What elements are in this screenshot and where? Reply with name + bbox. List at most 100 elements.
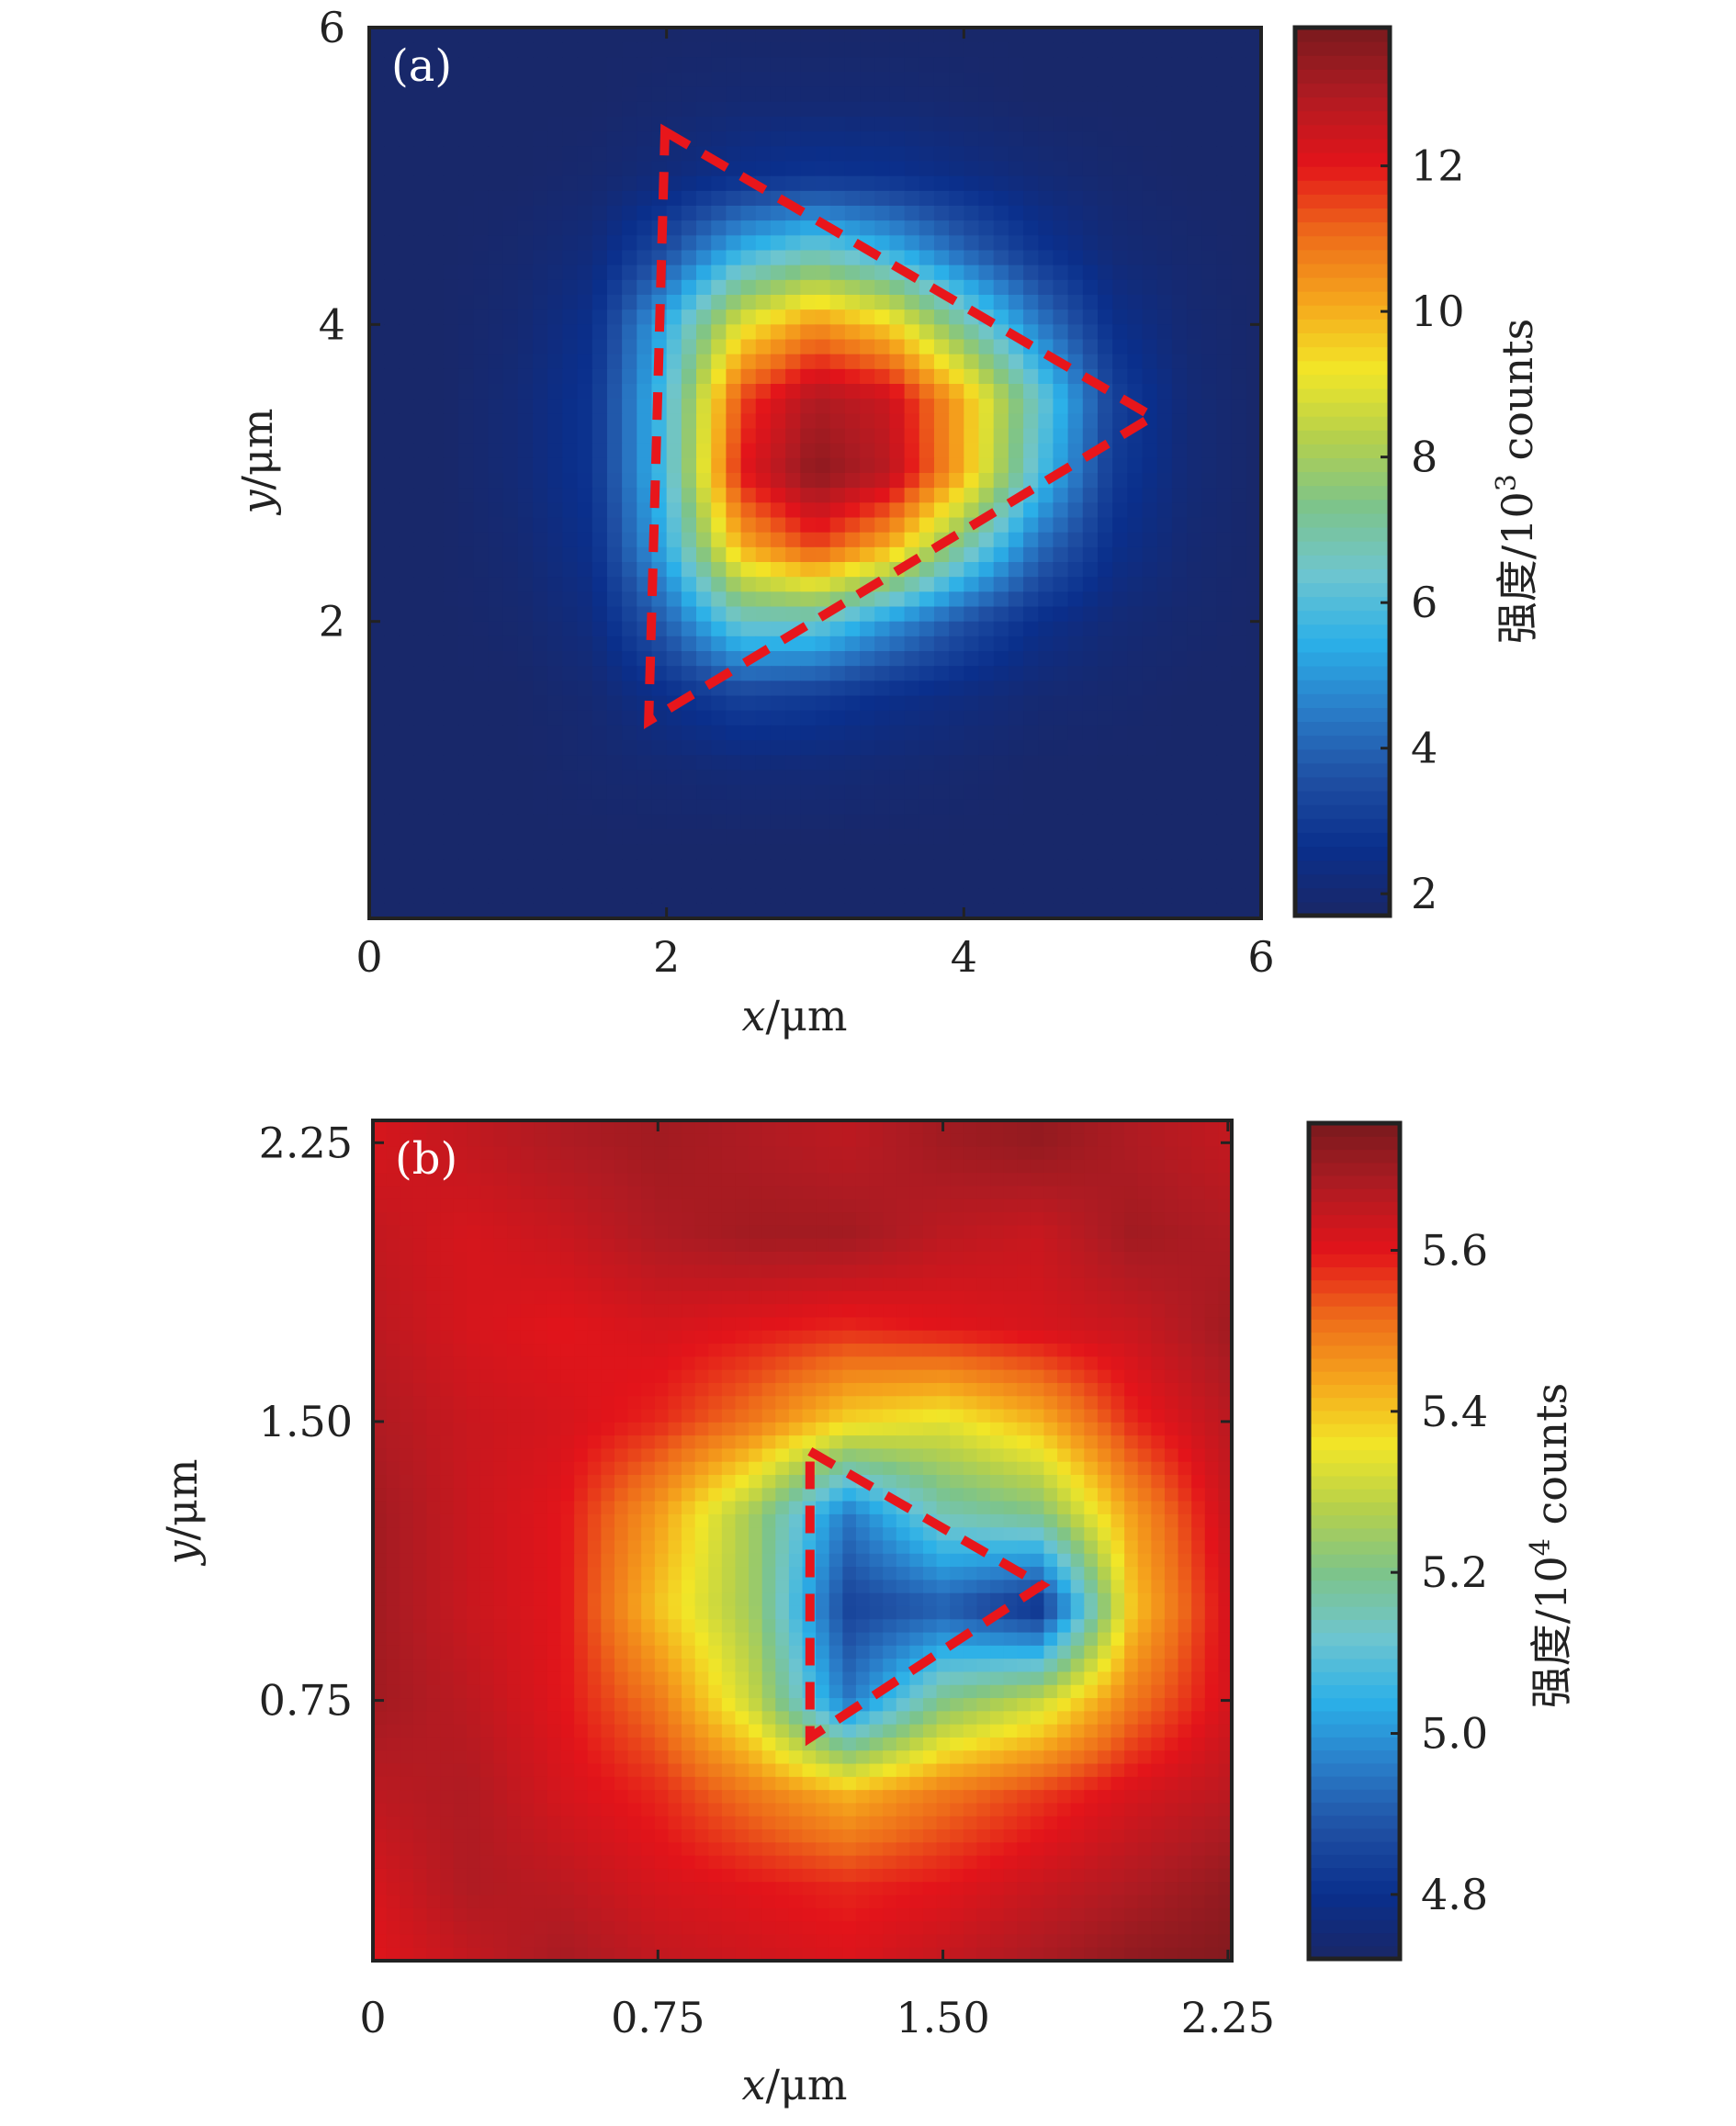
heatmap-cell	[560, 1133, 575, 1148]
heatmap-cell	[889, 86, 906, 103]
heatmap-cell	[577, 725, 593, 741]
heatmap-cell	[1137, 1251, 1152, 1265]
heatmap-cell	[1127, 651, 1144, 667]
heatmap-cell	[1231, 72, 1247, 88]
heatmap-cell	[458, 488, 474, 503]
heatmap-cell	[1110, 1369, 1125, 1384]
heatmap-cell	[990, 1225, 1005, 1240]
heatmap-cell	[651, 799, 668, 816]
heatmap-cell	[666, 829, 682, 845]
heatmap-cell	[800, 651, 817, 667]
heatmap-cell	[369, 264, 385, 281]
heatmap-cell	[1127, 873, 1144, 890]
heatmap-cell	[904, 354, 920, 370]
heatmap-cell	[1112, 651, 1128, 667]
heatmap-cell	[696, 399, 712, 414]
heatmap-cell	[1053, 621, 1069, 637]
heatmap-cell	[721, 1251, 737, 1265]
heatmap-cell	[681, 101, 697, 118]
heatmap-cell	[533, 517, 548, 534]
heatmap-cell	[458, 428, 474, 444]
heatmap-cell	[1057, 1133, 1072, 1148]
heatmap-cell	[978, 206, 995, 221]
heatmap-cell	[1084, 1238, 1099, 1253]
heatmap-cell	[993, 86, 1009, 103]
heatmap-cell	[458, 903, 474, 919]
heatmap-cell	[1023, 117, 1039, 132]
heatmap-cell	[1201, 799, 1218, 816]
heatmap-cell	[1246, 829, 1262, 845]
heatmap-cell	[1191, 1159, 1206, 1174]
heatmap-cell	[1187, 651, 1202, 667]
heatmap-cell	[775, 1146, 790, 1161]
heatmap-cell	[869, 1277, 884, 1292]
heatmap-cell	[614, 1212, 629, 1226]
heatmap-cell	[651, 57, 668, 73]
heatmap-cell	[666, 473, 682, 489]
heatmap-cell	[440, 1356, 455, 1371]
heatmap-cell	[681, 457, 697, 474]
heatmap-cell	[800, 844, 817, 860]
heatmap-cell	[1171, 146, 1188, 163]
heatmap-cell	[1112, 146, 1128, 163]
heatmap-cell	[1067, 279, 1084, 296]
heatmap-cell	[587, 1212, 602, 1226]
heatmap-cell	[443, 755, 459, 771]
heatmap-cell	[1142, 72, 1158, 88]
heatmap-cell	[560, 1212, 575, 1226]
heatmap-cell	[816, 1133, 830, 1148]
heatmap-cell	[800, 681, 817, 697]
heatmap-cell	[534, 1198, 548, 1213]
heatmap-cell	[560, 1330, 575, 1344]
heatmap-cell	[488, 770, 504, 786]
heatmap-cell	[517, 161, 534, 177]
heatmap-cell	[909, 1356, 924, 1371]
heatmap-cell	[1142, 502, 1158, 519]
heatmap-cell	[1231, 502, 1247, 519]
heatmap-cell	[369, 235, 385, 252]
heatmap-cell	[1142, 784, 1158, 801]
heatmap-cell	[933, 725, 950, 741]
heatmap-cell	[1070, 1304, 1085, 1319]
heatmap-cell	[1171, 101, 1188, 118]
heatmap-cell	[1171, 636, 1188, 652]
heatmap-cell	[458, 755, 474, 771]
heatmap-cell	[860, 651, 875, 667]
heatmap-cell	[488, 651, 504, 667]
heatmap-cell	[1231, 903, 1247, 919]
heatmap-cell	[574, 1133, 589, 1148]
heatmap-cell	[816, 1251, 830, 1265]
colorbar-band	[1295, 416, 1390, 431]
colorbar-tick-label: 12	[1411, 141, 1465, 191]
heatmap-cell	[1017, 1251, 1031, 1265]
heatmap-cell	[453, 1304, 468, 1319]
heatmap-cell	[1218, 1212, 1233, 1226]
heatmap-cell	[1191, 1225, 1206, 1240]
heatmap-cell	[533, 606, 548, 623]
heatmap-cell	[788, 1344, 804, 1357]
heatmap-cell	[601, 1173, 615, 1187]
heatmap-cell	[785, 888, 801, 905]
heatmap-cell	[829, 354, 846, 370]
heatmap-cell	[517, 368, 534, 385]
heatmap-cell	[711, 621, 727, 637]
heatmap-cell	[740, 264, 757, 281]
heatmap-cell	[775, 1198, 790, 1213]
heatmap-cell	[1023, 354, 1039, 370]
heatmap-cell	[488, 681, 504, 697]
heatmap-cell	[654, 1198, 670, 1213]
heatmap-cell	[1137, 1238, 1152, 1253]
heatmap-cell	[502, 844, 519, 860]
heatmap-cell	[534, 1186, 548, 1200]
heatmap-cell	[978, 161, 995, 177]
heatmap-cell	[976, 1133, 991, 1148]
heatmap-cell	[577, 309, 593, 325]
heatmap-cell	[711, 235, 727, 252]
heatmap-cell	[1178, 1317, 1192, 1332]
heatmap-cell	[533, 399, 548, 414]
heatmap-cell	[993, 770, 1009, 786]
heatmap-cell	[386, 1330, 400, 1344]
heatmap-cell	[1204, 1277, 1219, 1292]
heatmap-cell	[904, 57, 920, 73]
heatmap-cell	[726, 309, 742, 325]
